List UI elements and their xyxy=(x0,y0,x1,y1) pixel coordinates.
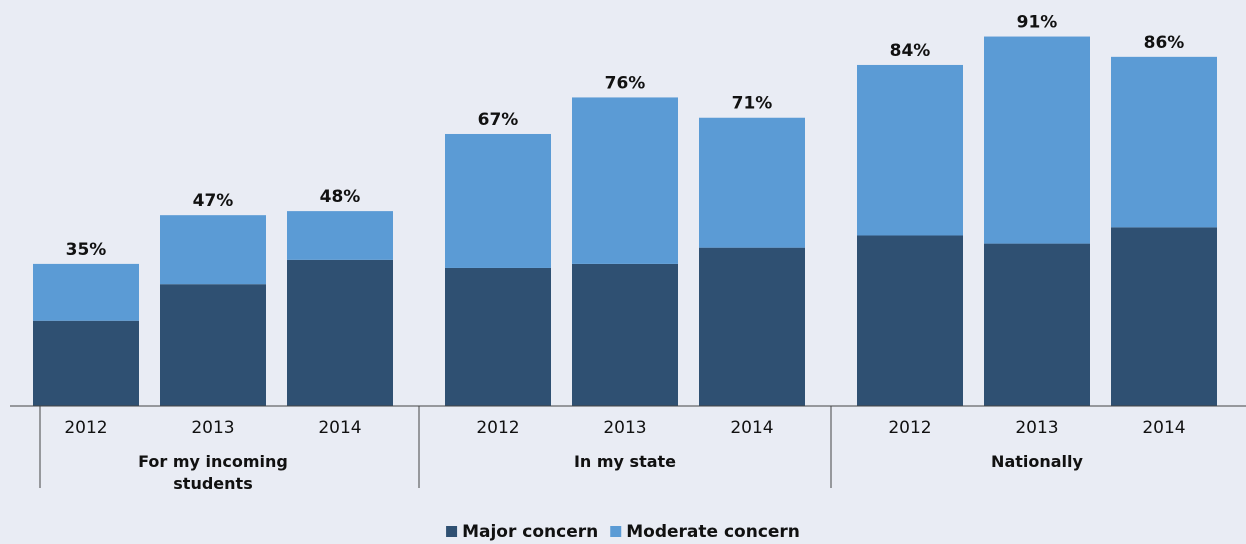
group-label: Nationally xyxy=(991,452,1083,471)
bar-segment xyxy=(445,267,551,406)
bar-segment xyxy=(699,247,805,406)
bar-segment xyxy=(699,117,805,248)
x-tick-label: 2013 xyxy=(191,418,234,438)
x-tick-label: 2012 xyxy=(64,418,107,438)
x-tick-label: 2012 xyxy=(476,418,519,438)
bar-segment xyxy=(287,259,393,406)
bar-segment xyxy=(1111,56,1217,228)
bar-segment xyxy=(445,133,551,268)
legend-swatch xyxy=(446,526,458,537)
x-tick-label: 2014 xyxy=(730,418,773,438)
total-label: 71% xyxy=(732,94,773,114)
bar-segment xyxy=(160,284,266,406)
total-label: 84% xyxy=(890,41,931,61)
legend-label: Moderate concern xyxy=(626,522,800,542)
bar-segment xyxy=(33,320,139,406)
x-tick-label: 2013 xyxy=(1015,418,1058,438)
group-label: In my state xyxy=(573,452,677,471)
bar-segment xyxy=(984,243,1090,406)
bar-segment xyxy=(857,64,963,236)
bar-segment xyxy=(984,36,1090,244)
bar-segment xyxy=(1111,227,1217,406)
legend-label: Major concern xyxy=(462,522,598,542)
bar-segment xyxy=(572,263,678,406)
total-label: 86% xyxy=(1144,33,1185,53)
legend: Major concern Moderate concern xyxy=(446,522,800,542)
total-label: 35% xyxy=(66,240,107,260)
bar-segment xyxy=(572,97,678,264)
group-label: For my incoming students xyxy=(138,452,288,493)
total-label: 48% xyxy=(320,187,361,207)
total-label: 76% xyxy=(605,73,646,93)
total-label: 67% xyxy=(478,110,519,130)
bar-segment xyxy=(857,235,963,406)
bar-segment xyxy=(287,211,393,260)
total-label: 91% xyxy=(1017,13,1058,33)
x-tick-label: 2014 xyxy=(1142,418,1185,438)
legend-swatch xyxy=(610,526,622,537)
bar-segment xyxy=(160,215,266,285)
x-tick-label: 2013 xyxy=(603,418,646,438)
total-label: 47% xyxy=(193,191,234,211)
x-tick-label: 2012 xyxy=(888,418,931,438)
x-tick-label: 2014 xyxy=(318,418,361,438)
bar-segment xyxy=(33,263,139,321)
